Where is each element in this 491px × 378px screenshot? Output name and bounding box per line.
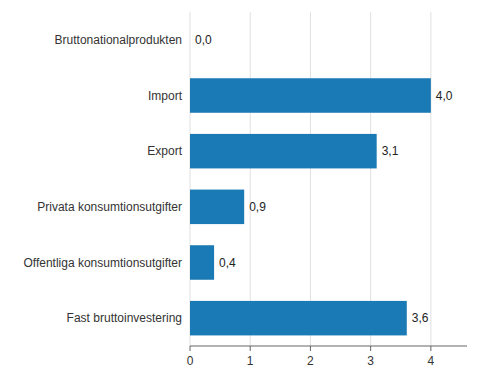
grid (190, 12, 431, 346)
grid-line (430, 12, 431, 346)
bar (190, 78, 431, 113)
category-label: Bruttonationalprodukten (55, 33, 182, 47)
grid-line (190, 12, 191, 346)
tick-label: 2 (307, 354, 314, 368)
tick-label: 3 (367, 354, 374, 368)
category-label: Import (148, 89, 183, 103)
y-axis: Fast bruttoinvestering Offentliga konsumt… (23, 33, 182, 325)
category-label: Fast bruttoinvestering (67, 311, 182, 325)
axis-line (190, 346, 467, 347)
data-label: 0,4 (219, 256, 236, 270)
bar (190, 245, 214, 280)
chart-container: 0 1 2 3 4 Fast bruttoinvestering Offentliga ko… (0, 0, 491, 378)
tick-mark (310, 346, 311, 351)
data-label: 3,1 (382, 144, 399, 158)
bar (190, 301, 407, 336)
grid-line (250, 12, 251, 346)
tick-mark (430, 346, 431, 351)
data-label: 0,9 (249, 200, 266, 214)
grid-line (370, 12, 371, 346)
data-labels: 3,6 0,4 0,9 3,1 4,0 0,0 (195, 33, 453, 325)
tick-mark (190, 346, 191, 351)
category-label: Export (147, 144, 182, 158)
data-label: 0,0 (195, 33, 212, 47)
x-axis: 0 1 2 3 4 (187, 346, 435, 368)
bar (190, 23, 191, 58)
tick-mark (370, 346, 371, 351)
category-label: Offentliga konsumtionsutgifter (23, 256, 182, 270)
tick-label: 1 (247, 354, 254, 368)
grid-line (310, 12, 311, 346)
bars (190, 78, 431, 335)
bar (190, 134, 377, 169)
data-label: 4,0 (436, 89, 453, 103)
tick-label: 4 (428, 354, 435, 368)
chart: 0 1 2 3 4 Fast bruttoinvestering Offentliga ko… (0, 0, 491, 378)
data-label: 3,6 (412, 311, 429, 325)
tick-mark (250, 346, 251, 351)
bar (190, 190, 244, 225)
category-label: Privata konsumtionsutgifter (37, 200, 182, 214)
tick-label: 0 (187, 354, 194, 368)
